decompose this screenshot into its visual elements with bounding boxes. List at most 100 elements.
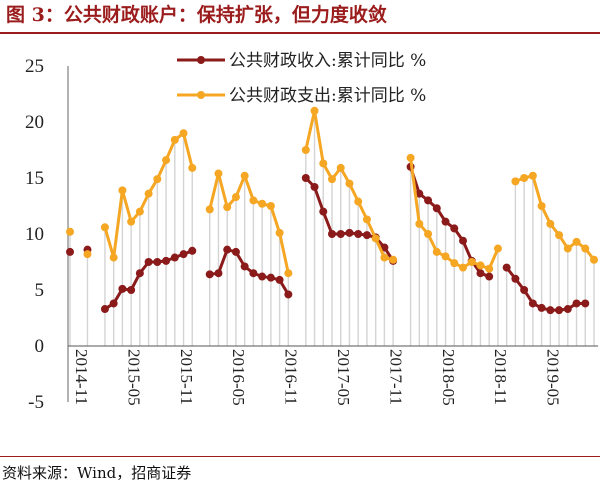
legend: 公共财政收入:累计同比 % 公共财政支出:累计同比 % — [177, 51, 426, 106]
x-tick-label: 2019-11 — [596, 349, 600, 405]
point-revenue — [266, 273, 275, 282]
point-revenue — [319, 207, 328, 216]
series-revenue — [66, 162, 590, 315]
y-tick-labels: -5 0 5 10 15 20 25 — [25, 56, 44, 413]
series-line-revenue — [209, 248, 290, 296]
x-tick-label: 2015-05 — [124, 349, 143, 406]
point-revenue — [144, 258, 153, 266]
point-expenditure — [249, 196, 258, 205]
point-revenue — [231, 247, 240, 256]
point-expenditure — [537, 202, 546, 210]
point-expenditure — [240, 171, 249, 180]
point-revenue — [336, 230, 345, 238]
point-revenue — [127, 286, 136, 294]
point-expenditure — [135, 207, 144, 216]
y-tick-label: 25 — [25, 56, 44, 77]
point-revenue — [441, 217, 450, 226]
point-expenditure — [153, 175, 162, 184]
x-tick-label: 2018-11 — [491, 349, 510, 405]
x-tick-label: 2017-11 — [386, 349, 405, 405]
point-expenditure — [389, 255, 398, 264]
legend-item-revenue: 公共财政收入:累计同比 % — [177, 51, 426, 71]
point-revenue — [100, 305, 109, 314]
point-expenditure — [406, 153, 415, 162]
point-revenue — [284, 290, 293, 299]
point-expenditure — [450, 259, 459, 268]
point-revenue — [354, 230, 363, 238]
figure-title: 图 3：公共财政账户：保持扩张，但力度收敛 — [6, 4, 387, 26]
point-revenue — [240, 262, 249, 271]
point-expenditure — [188, 163, 197, 172]
point-revenue — [581, 299, 590, 308]
point-revenue — [520, 286, 529, 294]
series-expenditure — [66, 106, 598, 278]
point-expenditure — [555, 231, 564, 240]
chart: -5 0 5 10 15 20 25 2014-11 2015-05 2015-11 2016-0… — [25, 51, 600, 413]
point-revenue — [432, 204, 441, 213]
point-expenditure — [328, 175, 336, 184]
point-expenditure — [284, 269, 293, 278]
point-revenue — [170, 253, 179, 262]
point-revenue — [188, 246, 197, 255]
point-revenue — [563, 305, 572, 314]
point-expenditure — [336, 163, 345, 172]
x-tick-label: 2017-05 — [334, 349, 353, 406]
point-revenue — [135, 269, 144, 278]
y-tick-label: 10 — [25, 224, 44, 245]
point-revenue — [380, 243, 389, 252]
point-expenditure — [258, 199, 267, 208]
y-tick-label: -5 — [28, 392, 44, 413]
title-rule — [0, 32, 600, 34]
point-revenue — [214, 269, 223, 278]
point-revenue — [555, 306, 564, 315]
point-revenue — [162, 256, 171, 265]
point-expenditure — [275, 228, 284, 237]
point-expenditure — [581, 244, 590, 253]
y-tick-label: 0 — [35, 336, 45, 357]
legend-revenue-label: 公共财政收入:累计同比 % — [229, 51, 426, 71]
point-expenditure — [485, 264, 494, 273]
point-expenditure — [572, 237, 581, 246]
x-tick-label: 2015-11 — [177, 349, 196, 405]
point-revenue — [485, 272, 494, 281]
x-tick-label: 2018-05 — [439, 349, 458, 406]
y-tick-label: 15 — [25, 168, 44, 189]
point-revenue — [249, 269, 258, 278]
point-expenditure — [170, 135, 179, 144]
point-expenditure — [563, 244, 572, 253]
point-revenue — [415, 189, 424, 198]
point-revenue — [476, 269, 485, 278]
point-revenue — [502, 263, 511, 272]
point-expenditure — [345, 179, 354, 188]
point-expenditure — [467, 258, 476, 266]
y-tick-label: 5 — [35, 280, 45, 301]
point-revenue — [459, 236, 467, 245]
series-line-expenditure — [208, 172, 290, 274]
point-expenditure — [476, 261, 485, 270]
point-expenditure — [223, 203, 232, 212]
legend-revenue-marker — [197, 56, 205, 64]
point-revenue — [424, 196, 433, 205]
point-revenue — [511, 274, 520, 283]
point-revenue — [546, 306, 555, 315]
point-revenue — [153, 258, 162, 266]
point-expenditure — [266, 202, 275, 210]
legend-expenditure-marker — [197, 91, 205, 99]
point-expenditure — [354, 197, 363, 206]
point-expenditure — [362, 215, 371, 224]
point-revenue — [310, 182, 319, 191]
point-revenue — [537, 303, 546, 312]
series-line-revenue — [505, 266, 586, 312]
point-expenditure — [415, 219, 424, 228]
point-revenue — [450, 224, 459, 233]
legend-item-expenditure: 公共财政支出:累计同比 % — [177, 86, 426, 106]
point-expenditure — [380, 253, 389, 262]
point-revenue — [362, 231, 371, 240]
point-expenditure — [118, 186, 127, 195]
series-line-expenditure — [514, 174, 596, 261]
point-expenditure — [371, 234, 380, 243]
point-expenditure — [162, 156, 171, 165]
point-expenditure — [214, 169, 223, 178]
point-expenditure — [424, 230, 433, 238]
point-revenue — [528, 299, 537, 308]
